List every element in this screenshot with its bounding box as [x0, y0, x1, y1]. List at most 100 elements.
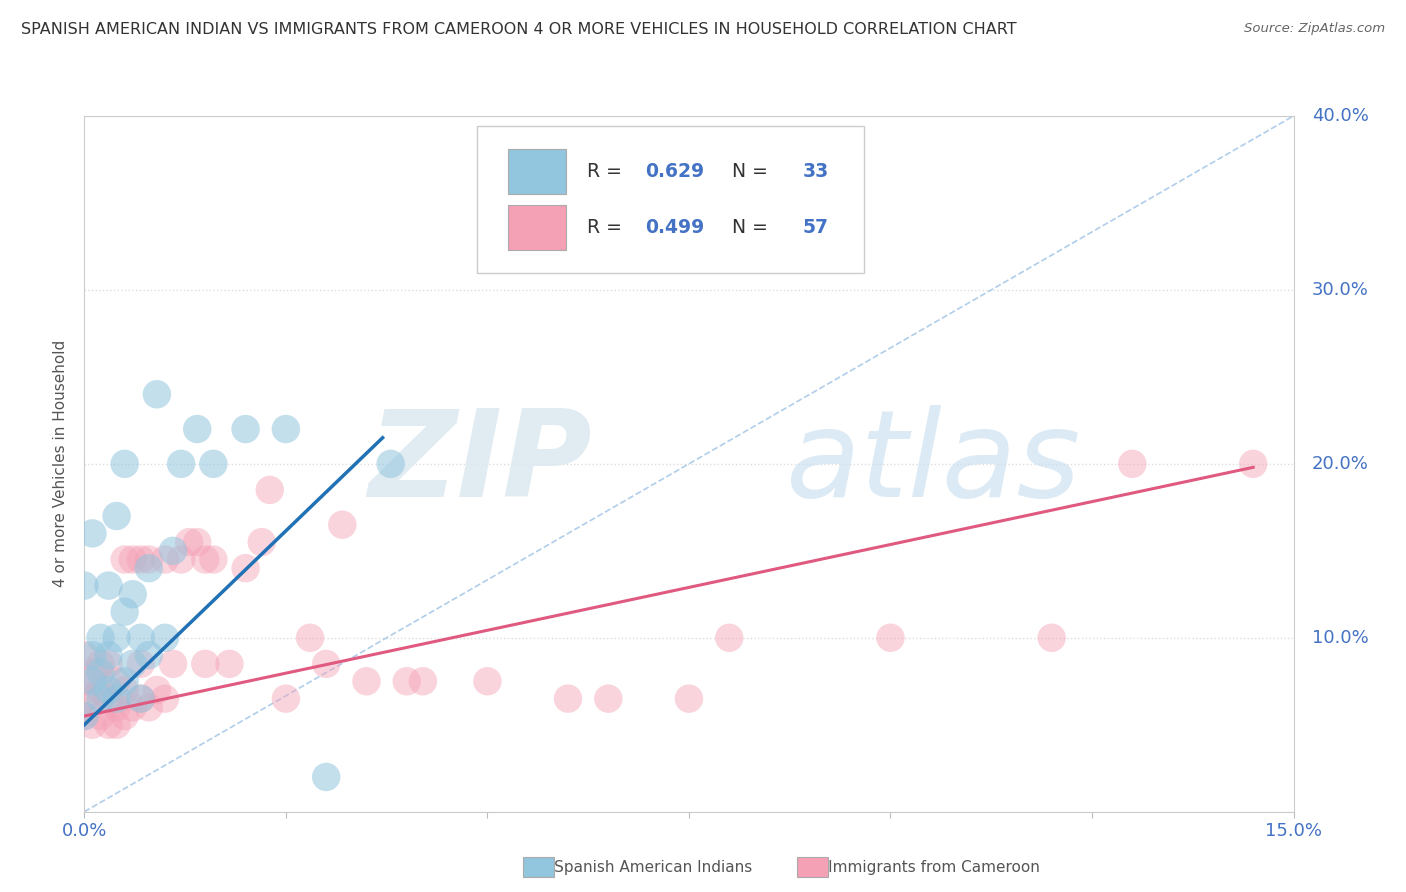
Point	[186, 422, 208, 436]
Point	[138, 561, 160, 575]
Point	[330, 517, 353, 532]
Point	[235, 561, 257, 575]
Text: 10.0%: 10.0%	[1312, 629, 1368, 647]
Point	[129, 691, 152, 706]
Point	[105, 717, 128, 731]
Point	[194, 657, 217, 671]
Point	[97, 717, 120, 731]
Text: 40.0%: 40.0%	[1312, 107, 1368, 125]
Text: SPANISH AMERICAN INDIAN VS IMMIGRANTS FROM CAMEROON 4 OR MORE VEHICLES IN HOUSEH: SPANISH AMERICAN INDIAN VS IMMIGRANTS FR…	[21, 22, 1017, 37]
Point	[799, 213, 821, 227]
Point	[114, 683, 136, 698]
Point	[153, 552, 176, 566]
Point	[73, 709, 96, 723]
Point	[186, 535, 208, 549]
Point	[82, 691, 104, 706]
Point	[121, 552, 143, 566]
Point	[1040, 631, 1063, 645]
Point	[138, 648, 160, 662]
Point	[170, 552, 193, 566]
Point	[315, 657, 337, 671]
Text: 30.0%: 30.0%	[1312, 281, 1368, 299]
Text: Spanish American Indians: Spanish American Indians	[520, 860, 752, 874]
Y-axis label: 4 or more Vehicles in Household: 4 or more Vehicles in Household	[53, 340, 69, 588]
Point	[179, 535, 201, 549]
Point	[412, 674, 434, 689]
Point	[315, 770, 337, 784]
Point	[146, 387, 169, 401]
Point	[129, 657, 152, 671]
Point	[105, 691, 128, 706]
Point	[299, 631, 322, 645]
Text: 0.499: 0.499	[645, 218, 704, 236]
Point	[162, 657, 184, 671]
Point	[89, 665, 111, 680]
Point	[105, 631, 128, 645]
FancyBboxPatch shape	[508, 149, 565, 194]
Text: R =: R =	[588, 162, 628, 181]
Point	[250, 535, 273, 549]
Point	[89, 691, 111, 706]
Point	[82, 648, 104, 662]
Point	[114, 457, 136, 471]
Point	[129, 552, 152, 566]
Point	[129, 691, 152, 706]
Point	[202, 552, 225, 566]
Point	[121, 700, 143, 714]
Point	[121, 587, 143, 601]
Text: N =: N =	[720, 162, 775, 181]
Point	[114, 709, 136, 723]
Point	[718, 631, 741, 645]
Text: 33: 33	[803, 162, 830, 181]
Point	[194, 552, 217, 566]
Point	[274, 422, 297, 436]
Point	[82, 674, 104, 689]
Point	[105, 674, 128, 689]
Point	[97, 657, 120, 671]
Text: 57: 57	[803, 218, 828, 236]
Point	[114, 552, 136, 566]
Point	[218, 657, 240, 671]
Point	[202, 457, 225, 471]
Text: Immigrants from Cameroon: Immigrants from Cameroon	[794, 860, 1040, 874]
Point	[97, 683, 120, 698]
Point	[73, 578, 96, 592]
Point	[73, 674, 96, 689]
Point	[395, 674, 418, 689]
Point	[97, 578, 120, 592]
Point	[73, 648, 96, 662]
Point	[274, 691, 297, 706]
Point	[97, 691, 120, 706]
Point	[129, 631, 152, 645]
Point	[259, 483, 281, 497]
Point	[105, 700, 128, 714]
Point	[356, 674, 378, 689]
Point	[121, 657, 143, 671]
Point	[879, 631, 901, 645]
Point	[89, 683, 111, 698]
Point	[678, 691, 700, 706]
Point	[114, 605, 136, 619]
Point	[138, 552, 160, 566]
Point	[380, 457, 402, 471]
Text: atlas: atlas	[786, 405, 1081, 523]
Point	[477, 674, 499, 689]
Text: N =: N =	[720, 218, 775, 236]
Point	[138, 700, 160, 714]
Point	[557, 691, 579, 706]
Point	[73, 691, 96, 706]
Point	[146, 683, 169, 698]
FancyBboxPatch shape	[478, 127, 865, 273]
FancyBboxPatch shape	[508, 204, 565, 250]
Text: 20.0%: 20.0%	[1312, 455, 1368, 473]
Point	[114, 674, 136, 689]
Point	[89, 709, 111, 723]
Text: ZIP: ZIP	[368, 405, 592, 523]
Text: R =: R =	[588, 218, 628, 236]
Point	[1121, 457, 1143, 471]
Point	[153, 691, 176, 706]
Point	[82, 526, 104, 541]
Point	[598, 691, 620, 706]
Point	[105, 508, 128, 523]
Point	[82, 665, 104, 680]
